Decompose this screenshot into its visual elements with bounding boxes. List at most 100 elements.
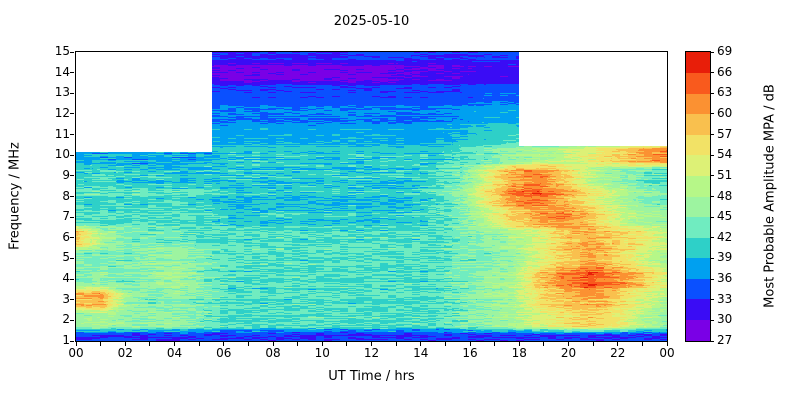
colorbar-tick-label: 45 (717, 209, 733, 224)
x-tick-mark (297, 342, 299, 346)
x-tick-mark (272, 342, 274, 346)
x-tick-label: 08 (265, 346, 281, 360)
y-tick-mark (70, 216, 74, 218)
colorbar-tick-mark (711, 299, 714, 301)
x-tick-label: 18 (511, 346, 527, 360)
colorbar-tick-mark (711, 257, 714, 259)
x-tick-label: 10 (314, 346, 330, 360)
colorbar-tick-label: 48 (717, 188, 733, 203)
x-tick-label: 14 (413, 346, 429, 360)
colorbar-tick-mark (711, 113, 714, 115)
y-tick-mark (70, 134, 74, 136)
x-tick-mark (666, 342, 668, 346)
x-tick-mark (617, 342, 619, 346)
x-tick-mark (124, 342, 126, 346)
x-tick-mark (568, 342, 569, 346)
colorbar-tick-label: 60 (717, 105, 733, 120)
colorbar-tick-label: 51 (717, 167, 733, 182)
colorbar-tick-label: 42 (717, 229, 733, 244)
colorbar-tick-label: 30 (717, 312, 733, 327)
y-tick-mark (70, 51, 74, 53)
heatmap-canvas (75, 51, 668, 342)
x-tick-mark (420, 342, 422, 346)
colorbar-tick-mark (711, 51, 714, 53)
y-tick-label: 12 (54, 105, 70, 120)
x-tick-mark (346, 342, 348, 346)
x-tick-label: 00 (659, 346, 675, 360)
colorbar-tick-label: 54 (717, 147, 733, 162)
x-tick-mark (371, 342, 372, 346)
y-tick-label: 1 (62, 333, 70, 347)
y-tick-label: 11 (54, 126, 70, 141)
colorbar-tick-mark (711, 154, 714, 156)
x-tick-label: 00 (68, 346, 84, 360)
y-tick-label: 13 (54, 85, 70, 100)
x-tick-mark (641, 342, 643, 346)
y-tick-label: 14 (54, 64, 70, 79)
y-tick-mark (70, 299, 74, 301)
colorbar-tick-mark (711, 216, 714, 218)
colorbar-tick-label: 66 (717, 64, 733, 79)
y-tick-mark (70, 319, 74, 321)
y-tick-mark (70, 113, 74, 115)
x-tick-mark (198, 342, 200, 346)
y-tick-label: 4 (62, 271, 70, 286)
x-axis-label: UT Time / hrs (328, 369, 415, 384)
y-tick-label: 7 (62, 209, 70, 224)
x-tick-mark (149, 342, 151, 346)
y-tick-mark (70, 278, 74, 280)
colorbar-tick-label: 69 (717, 44, 733, 58)
x-tick-label: 20 (560, 346, 577, 360)
x-tick-mark (321, 342, 323, 346)
colorbar-tick-mark (711, 92, 714, 94)
colorbar-canvas (685, 51, 711, 342)
colorbar-label: Most Probable Amplitude MPA / dB (762, 84, 778, 308)
x-tick-mark (100, 342, 102, 346)
colorbar-tick-label: 63 (717, 85, 733, 100)
x-tick-mark (247, 342, 249, 346)
y-tick-mark (70, 237, 74, 239)
x-tick-label: 06 (216, 346, 232, 360)
x-tick-mark (494, 342, 496, 346)
x-tick-mark (223, 342, 225, 346)
y-tick-mark (70, 154, 74, 156)
y-tick-label: 10 (54, 147, 70, 162)
x-tick-mark (395, 342, 397, 346)
y-tick-label: 3 (62, 291, 70, 306)
colorbar-tick-mark (711, 278, 714, 280)
y-tick-mark (70, 340, 74, 342)
x-tick-mark (592, 342, 594, 346)
colorbar-tick-mark (711, 196, 714, 197)
x-tick-mark (75, 342, 77, 346)
x-tick-label: 02 (117, 346, 133, 360)
y-tick-label: 2 (62, 312, 70, 327)
colorbar-tick-label: 57 (717, 126, 733, 141)
x-tick-label: 22 (610, 346, 626, 360)
chart-title: 2025-05-10 (333, 14, 410, 29)
x-tick-label: 12 (363, 346, 380, 360)
colorbar-tick-label: 33 (717, 291, 733, 306)
y-tick-mark (70, 92, 74, 94)
colorbar-tick-mark (711, 319, 714, 321)
x-tick-label: 04 (166, 346, 183, 360)
y-tick-mark (70, 72, 74, 74)
x-tick-mark (174, 342, 175, 346)
x-tick-mark (543, 342, 545, 346)
y-tick-label: 8 (62, 188, 70, 203)
colorbar-tick-mark (711, 134, 714, 136)
x-tick-mark (518, 342, 520, 346)
x-tick-mark (469, 342, 471, 346)
colorbar-tick-mark (711, 175, 714, 177)
y-tick-label: 5 (62, 250, 70, 265)
y-tick-mark (70, 257, 74, 259)
x-tick-label: 16 (462, 346, 478, 360)
y-tick-label: 15 (54, 44, 70, 58)
colorbar-tick-label: 39 (717, 250, 733, 265)
y-tick-label: 6 (62, 229, 70, 244)
colorbar-tick-mark (711, 237, 714, 239)
colorbar-tick-mark (711, 72, 714, 74)
y-axis-label: Frequency / MHz (7, 142, 23, 250)
colorbar-tick-label: 27 (717, 333, 733, 347)
y-tick-label: 9 (62, 167, 70, 182)
